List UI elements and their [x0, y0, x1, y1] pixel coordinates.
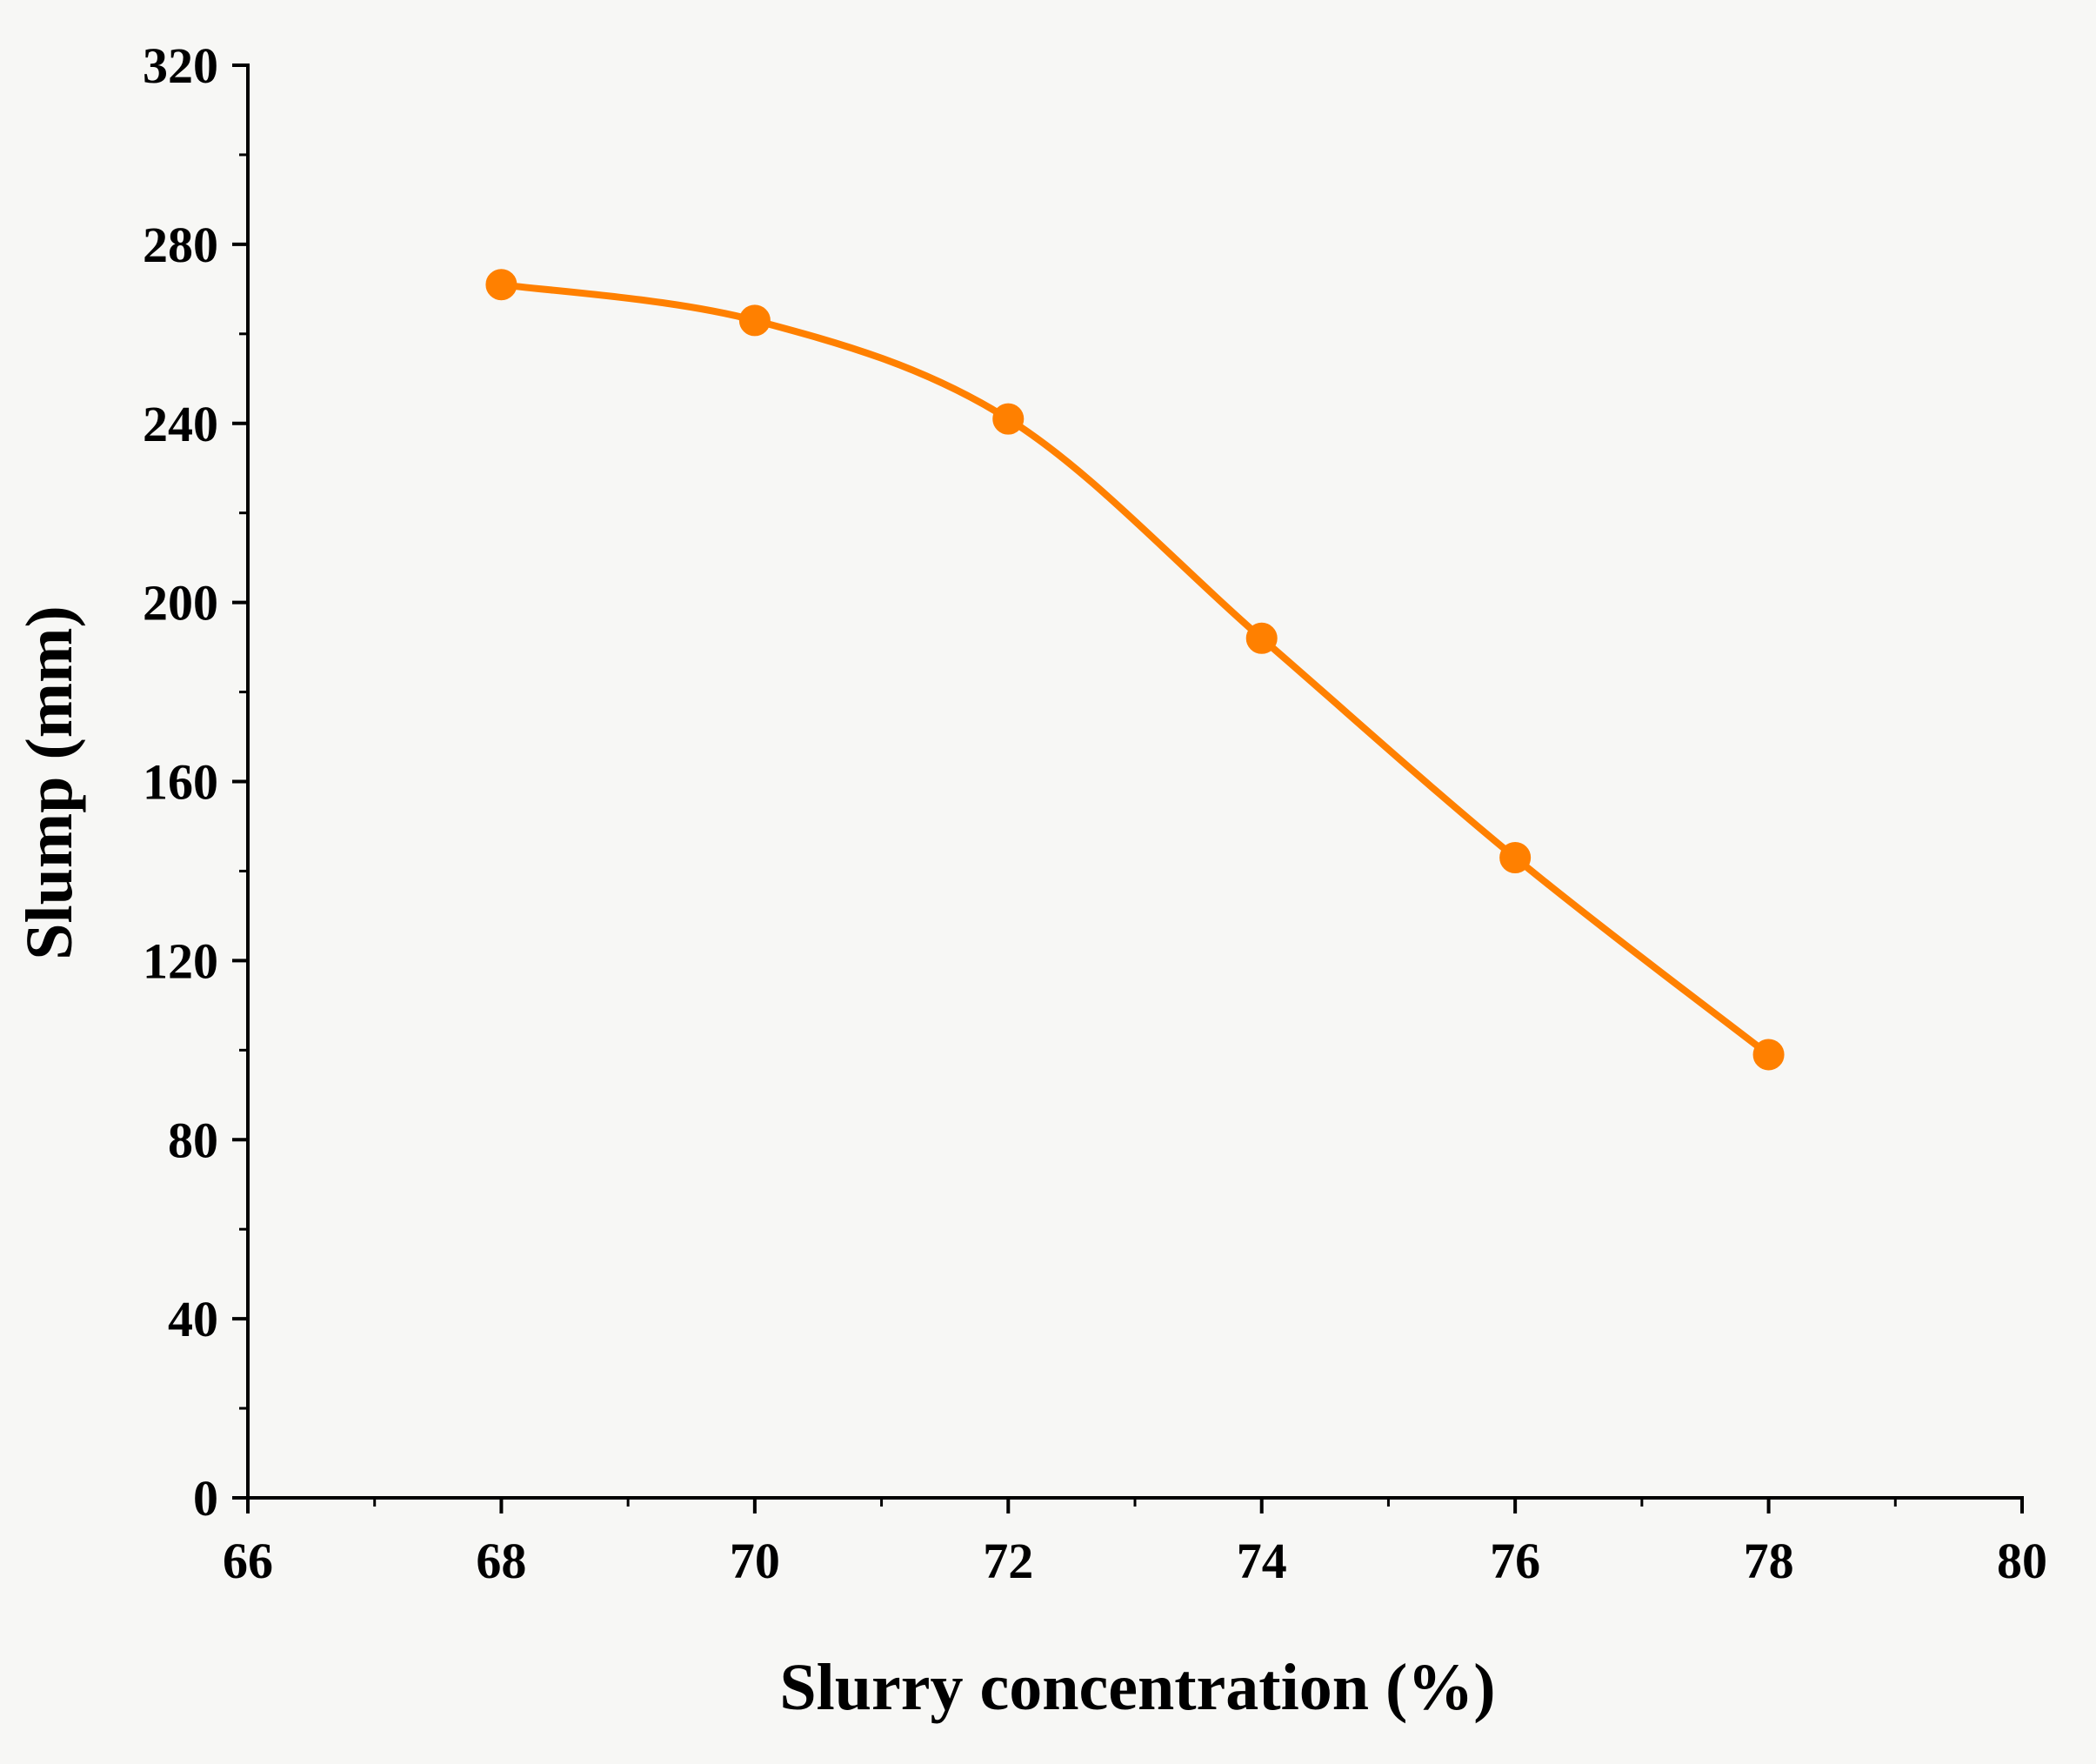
x-tick-label: 78: [1744, 1533, 1794, 1589]
y-tick-label: 320: [143, 37, 218, 94]
y-tick-label: 80: [168, 1112, 218, 1168]
x-tick-label: 68: [476, 1533, 526, 1589]
y-tick-label: 0: [193, 1470, 218, 1527]
data-point: [1752, 1039, 1785, 1071]
x-tick-label: 76: [1490, 1533, 1540, 1589]
data-point: [1245, 622, 1278, 654]
y-tick-label: 240: [143, 396, 218, 452]
x-tick-label: 70: [730, 1533, 780, 1589]
data-point: [992, 403, 1025, 435]
y-tick-label: 160: [143, 754, 218, 811]
y-tick-label: 200: [143, 575, 218, 631]
data-point: [738, 304, 771, 337]
y-axis-title: Slump (mm): [13, 605, 86, 959]
x-axis-title: Slurry concentration (%): [779, 1651, 1495, 1724]
y-tick-label: 280: [143, 217, 218, 273]
x-tick-label: 74: [1237, 1533, 1287, 1589]
data-point: [485, 269, 517, 301]
x-tick-label: 72: [983, 1533, 1033, 1589]
data-point: [1499, 841, 1532, 873]
y-tick-label: 120: [143, 932, 218, 989]
tick-labels: 0 40 80 120 160 200 240 280 320 66 68 70 72 74 76 78 80: [143, 37, 2047, 1589]
x-tick-label: 66: [223, 1533, 273, 1589]
series-line: [497, 281, 1772, 1059]
x-tick-label: 80: [1997, 1533, 2047, 1589]
ticks: [232, 63, 2024, 1513]
y-tick-label: 40: [168, 1291, 218, 1347]
series: [485, 269, 1785, 1071]
